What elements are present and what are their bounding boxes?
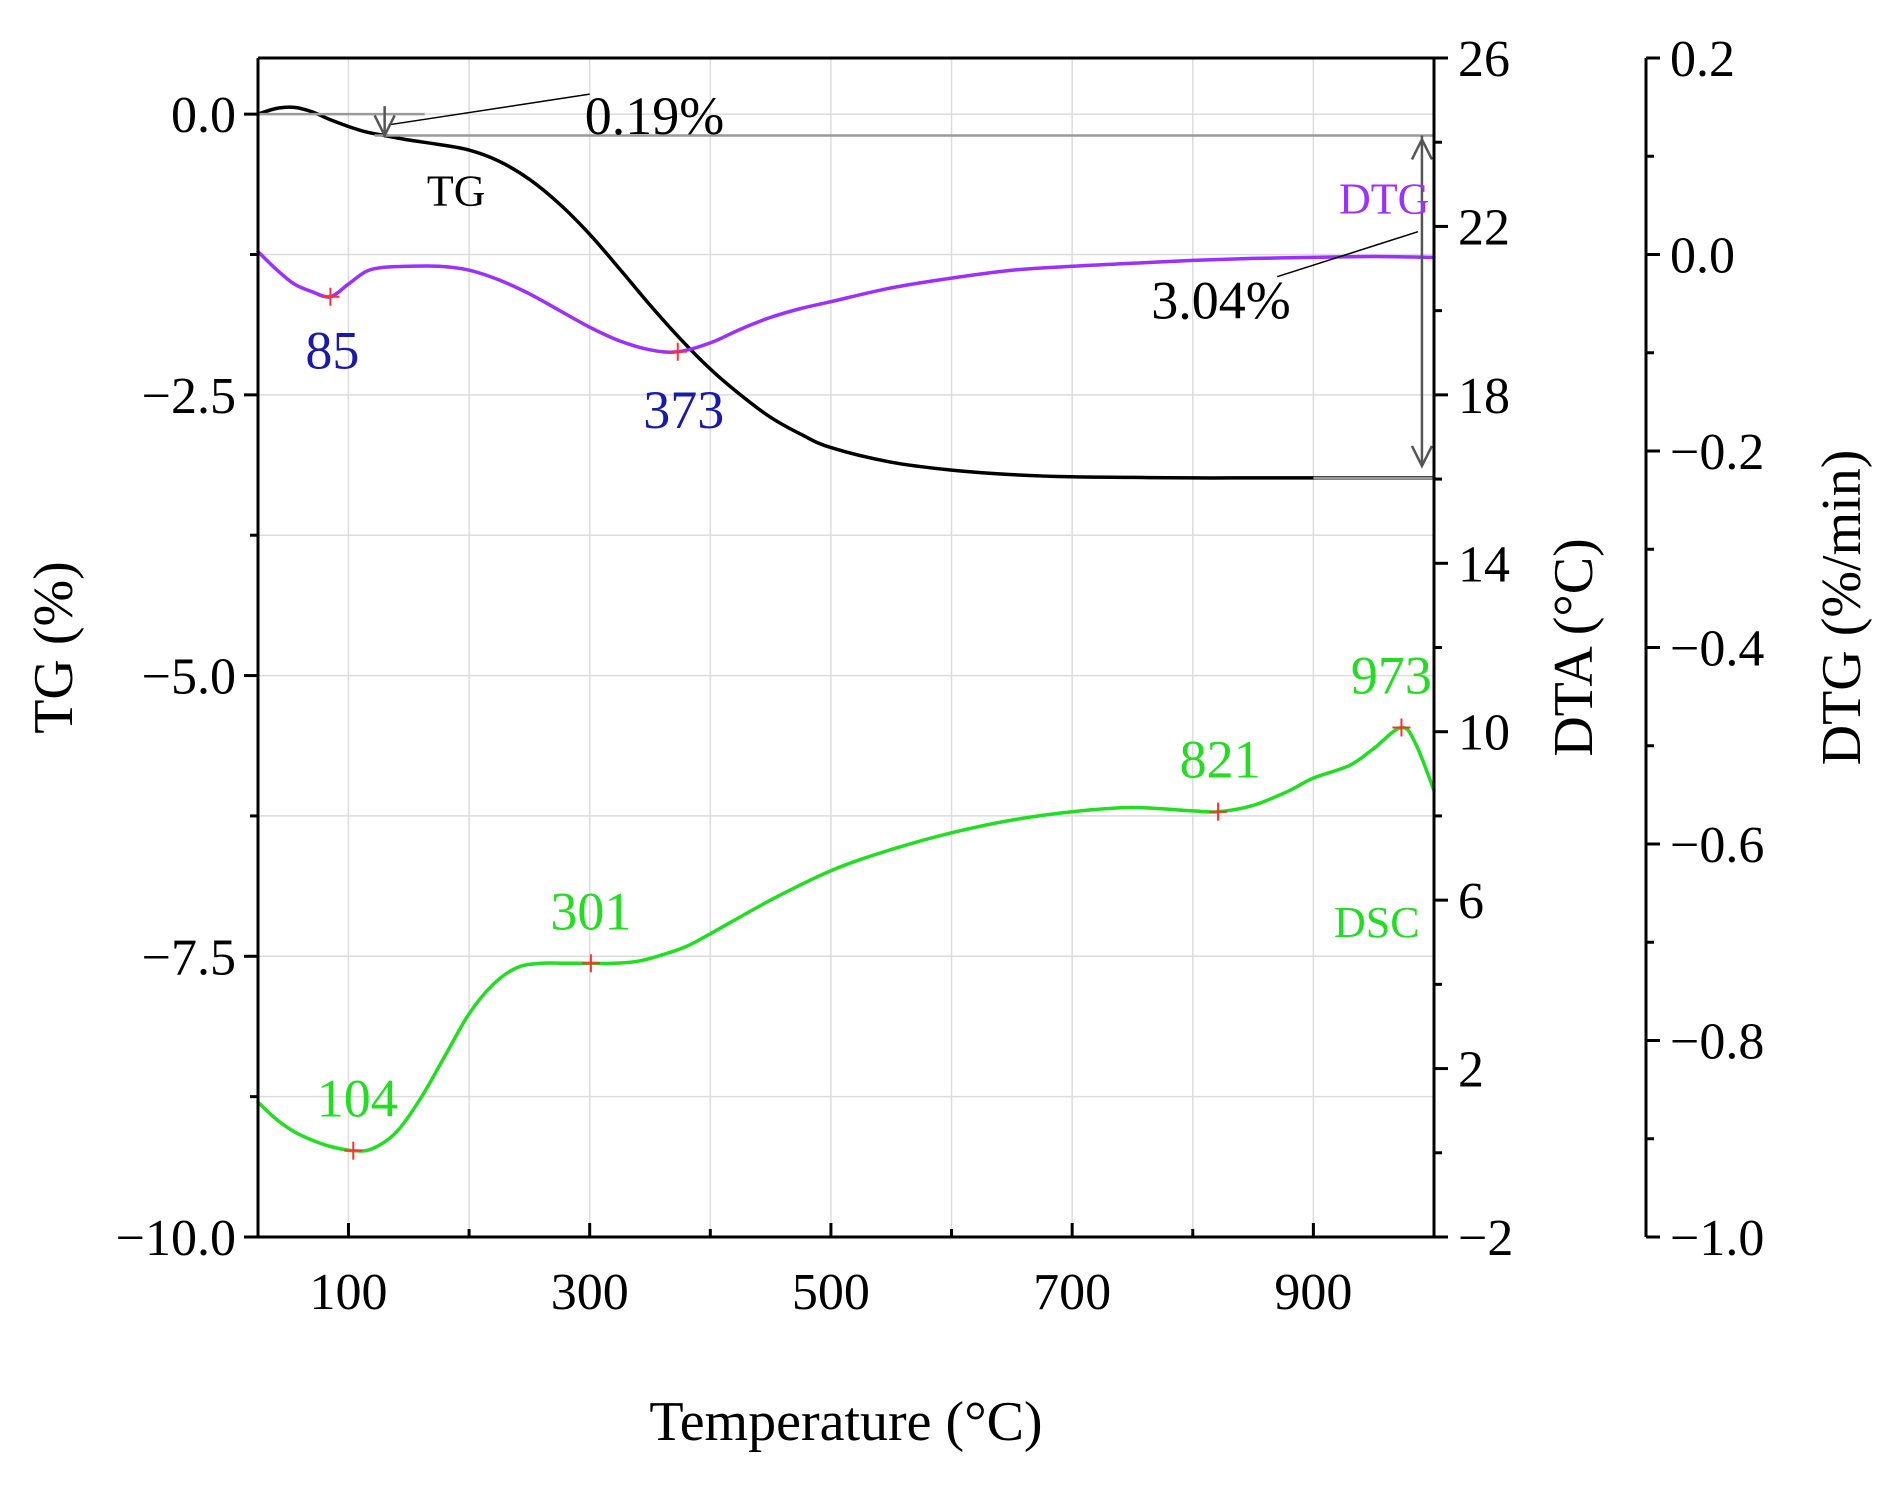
dtg-tick-label: 0.0 xyxy=(1670,228,1735,285)
tg-tick-label: −2.5 xyxy=(142,368,236,425)
x-tick-label-300: 300 xyxy=(551,1264,629,1321)
series-tag-dtg: DTG xyxy=(1339,174,1429,223)
x-axis-title: Temperature (°C) xyxy=(649,1391,1042,1453)
peak-markers: 85 373 104 301 821 973 xyxy=(305,287,1432,1160)
x-tick-label-100: 100 xyxy=(309,1264,387,1321)
series-tags: TG DTG DSC xyxy=(427,166,1430,947)
series-layer xyxy=(256,105,1436,1153)
tg-tick-label: 0.0 xyxy=(171,87,236,144)
tg-tick-label: −5.0 xyxy=(142,649,236,706)
annotation-3-04-percent: 3.04% xyxy=(1151,271,1290,331)
dtg-tick-label: −0.6 xyxy=(1670,817,1764,874)
tg-axis-title: TG (%) xyxy=(23,561,85,734)
arrowhead-0-19 xyxy=(373,114,396,139)
series-dtg-line xyxy=(256,249,1436,354)
grid xyxy=(258,58,1434,1237)
leader-line-0-19 xyxy=(388,93,590,126)
dtg-tick-label: −0.2 xyxy=(1670,424,1764,481)
peak-label-301: 301 xyxy=(550,881,631,941)
peak-label-973: 973 xyxy=(1351,646,1432,706)
dta-tick-label: 6 xyxy=(1458,873,1484,930)
dta-tick-label: 10 xyxy=(1458,705,1510,762)
dta-tick-label: 18 xyxy=(1458,368,1510,425)
peak-label-104: 104 xyxy=(317,1069,398,1129)
arrowhead-3-04-top xyxy=(1410,136,1434,161)
series-dsc-line xyxy=(256,725,1436,1153)
axes xyxy=(244,56,1660,1239)
series-tg-line xyxy=(256,105,1436,480)
tg-tick-label: −10.0 xyxy=(116,1210,236,1267)
tick-labels: 100 300 500 700 900−10.0−7.5−5.0−2.50.0−2261… xyxy=(116,31,1765,1321)
dta-tick-label: 26 xyxy=(1458,31,1510,88)
dta-tick-label: 14 xyxy=(1458,536,1510,593)
dtg-tick-label: −1.0 xyxy=(1670,1210,1764,1267)
arrowhead-3-04-bottom xyxy=(1410,445,1434,469)
peak-label-821: 821 xyxy=(1180,730,1261,790)
x-tick-label-700: 700 xyxy=(1033,1264,1111,1321)
dta-tick-label: 2 xyxy=(1458,1042,1484,1099)
dtg-axis-title: DTG (%/min) xyxy=(1811,450,1873,766)
x-tick-label-900: 900 xyxy=(1274,1264,1352,1321)
annotations: 0.19% 3.04% xyxy=(258,86,1434,480)
dta-axis-title: DTA (°C) xyxy=(1543,538,1605,757)
series-tag-tg: TG xyxy=(427,166,486,215)
series-tag-dsc: DSC xyxy=(1334,898,1420,947)
dta-tick-label: −2 xyxy=(1458,1210,1513,1267)
dtg-tick-label: −0.4 xyxy=(1670,621,1764,678)
annotation-0-19-percent: 0.19% xyxy=(585,86,724,146)
leader-line-3-04 xyxy=(1276,230,1419,278)
x-tick-label-500: 500 xyxy=(792,1264,870,1321)
peak-label-373: 373 xyxy=(643,380,724,440)
tg-tick-label: −7.5 xyxy=(142,929,236,986)
dta-tick-label: 22 xyxy=(1458,199,1510,256)
dtg-tick-label: 0.2 xyxy=(1670,31,1735,88)
peak-label-85: 85 xyxy=(305,321,359,381)
dtg-tick-label: −0.8 xyxy=(1670,1014,1764,1071)
